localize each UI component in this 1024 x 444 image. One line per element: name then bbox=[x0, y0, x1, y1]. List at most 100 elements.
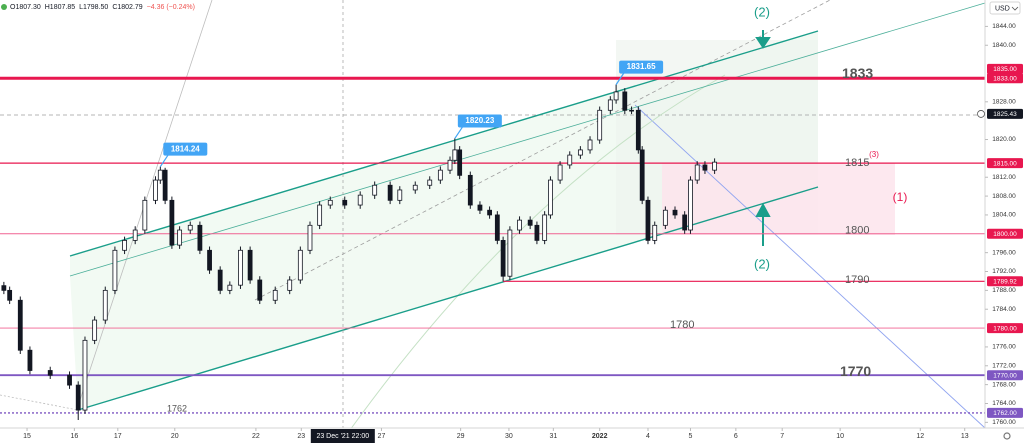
candle-body bbox=[452, 149, 458, 161]
candles bbox=[1, 84, 718, 420]
candle-body bbox=[227, 284, 233, 291]
candle-body bbox=[357, 194, 363, 206]
candle-body bbox=[317, 204, 323, 226]
currency-label[interactable]: USD bbox=[995, 5, 1010, 12]
ohlc-value: L1798.50 bbox=[79, 4, 108, 11]
callout-box bbox=[163, 142, 208, 156]
price-tag bbox=[987, 407, 1023, 418]
candle-body bbox=[122, 239, 127, 251]
candle-body bbox=[557, 164, 563, 181]
y-tick-label: 1812.00 bbox=[992, 174, 1016, 181]
candle-body bbox=[157, 169, 163, 181]
price-tag bbox=[987, 63, 1023, 74]
fib-line bbox=[0, 394, 79, 411]
dashed-trend bbox=[254, 0, 831, 301]
candle-body bbox=[622, 91, 628, 111]
currency-button[interactable]: USD bbox=[989, 1, 1021, 15]
levels bbox=[0, 76, 985, 414]
x-tick-label: 7 bbox=[780, 433, 784, 440]
candle-body bbox=[257, 279, 263, 301]
x-tick-label: 15 bbox=[23, 433, 31, 440]
ohlc-value: C1802.79 bbox=[112, 4, 142, 11]
annotation: (1) bbox=[893, 190, 908, 204]
y-tick-label: 1788.00 bbox=[992, 287, 1016, 294]
candle-body bbox=[177, 229, 183, 246]
channel-mid bbox=[69, 2, 986, 277]
candle-body bbox=[197, 224, 203, 251]
candle-body bbox=[694, 164, 700, 181]
candle-body bbox=[372, 184, 378, 196]
price-scale-icon bbox=[977, 110, 985, 118]
blue-trend bbox=[634, 104, 986, 429]
candle-body bbox=[102, 289, 108, 321]
x-tick-label: 22 bbox=[252, 433, 260, 440]
currency-box[interactable] bbox=[989, 1, 1021, 15]
arc bbox=[339, 74, 726, 444]
candle-body bbox=[645, 199, 651, 241]
candle-body bbox=[397, 189, 403, 201]
arrow-down bbox=[755, 30, 771, 49]
candle-body bbox=[187, 224, 193, 231]
candle-body bbox=[587, 139, 593, 151]
level-label: 1790 bbox=[845, 274, 869, 286]
callout-label: 1831.65 bbox=[627, 62, 656, 71]
y-tick-label: 1844.00 bbox=[992, 23, 1016, 30]
candle-body bbox=[67, 374, 72, 386]
x-tick-label: 4 bbox=[646, 433, 650, 440]
price-tag-label: 1800.00 bbox=[993, 231, 1017, 238]
price-tag-label: 1825.43 bbox=[993, 111, 1017, 118]
settings-icon[interactable] bbox=[1003, 432, 1011, 440]
dropdown-icon[interactable] bbox=[1011, 6, 1019, 11]
candle-body bbox=[162, 169, 168, 201]
level-label: 1800 bbox=[845, 225, 869, 237]
callout-box bbox=[619, 60, 664, 74]
callout-pointer bbox=[454, 126, 464, 139]
candle-body bbox=[169, 199, 175, 246]
channel-lower bbox=[77, 186, 819, 411]
candle-body bbox=[17, 299, 23, 351]
axes: 1760.00 1764.00 1768.00 1772.00 1776.00 1784.… bbox=[23, 23, 1023, 443]
level-label: 1833 bbox=[842, 65, 873, 81]
candle-body bbox=[688, 179, 693, 231]
price-tag-label: 1789.92 bbox=[993, 279, 1017, 286]
y-tick-label: 1804.00 bbox=[992, 212, 1016, 219]
annotation: (3) bbox=[869, 150, 879, 159]
channel-upper bbox=[69, 30, 819, 257]
level-label: 1770 bbox=[840, 363, 871, 379]
x-tick-label: 30 bbox=[505, 433, 513, 440]
candle-body bbox=[517, 219, 522, 231]
y-tick-label: 1820.00 bbox=[992, 136, 1016, 143]
candle-body bbox=[112, 249, 118, 291]
price-tag-label: 1833.00 bbox=[993, 75, 1017, 82]
candle-body bbox=[142, 199, 148, 231]
level-label: 1780 bbox=[670, 319, 694, 331]
candle-body bbox=[153, 179, 158, 201]
candle-body bbox=[527, 219, 533, 226]
callout-label: 1820.23 bbox=[465, 116, 494, 125]
x-axis-bg bbox=[0, 428, 985, 444]
candle-body bbox=[412, 184, 418, 191]
level-label: 1762 bbox=[167, 403, 187, 413]
candle-body bbox=[238, 249, 243, 286]
candle-body bbox=[662, 209, 668, 226]
candle-body bbox=[387, 184, 393, 201]
candle-body bbox=[500, 239, 506, 277]
x-tick-label: 29 bbox=[457, 433, 465, 440]
candle-body bbox=[132, 229, 138, 241]
candle-body bbox=[7, 289, 13, 301]
candle-body bbox=[682, 214, 688, 231]
candle-body bbox=[494, 214, 500, 241]
ohlc-value: −4.36 (−0.24%) bbox=[147, 4, 195, 11]
x-tick-label: 16 bbox=[70, 433, 78, 440]
arrow-up bbox=[755, 202, 771, 246]
candle-body bbox=[467, 174, 473, 206]
settings-button[interactable] bbox=[1003, 432, 1011, 440]
candle-body bbox=[207, 249, 212, 271]
price-tag bbox=[987, 108, 1023, 119]
drawings bbox=[0, 0, 986, 444]
candle-body bbox=[82, 339, 88, 411]
price-tag bbox=[987, 228, 1023, 239]
y-tick-label: 1772.00 bbox=[992, 362, 1016, 369]
x-tick-label: 10 bbox=[836, 433, 844, 440]
